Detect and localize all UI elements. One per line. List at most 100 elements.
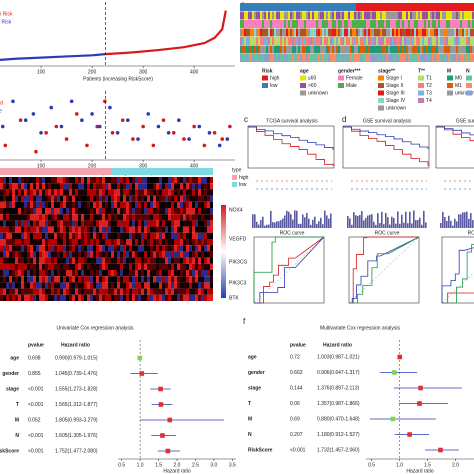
heatmap-cell	[162, 177, 165, 184]
heatmap-cell	[78, 276, 81, 283]
heatmap-cell	[129, 239, 132, 246]
heatmap-cell	[0, 214, 3, 221]
heatmap-cell	[171, 183, 174, 190]
heatmap-cell	[132, 201, 135, 208]
clinical-stripe	[324, 54, 326, 62]
heatmap-cell	[159, 214, 162, 221]
x-tick-label: 100	[37, 69, 46, 75]
clinical-stripe	[444, 37, 446, 45]
clinical-stripe	[258, 28, 260, 37]
clinical-stripe	[386, 37, 388, 45]
heatmap-cell	[12, 270, 15, 277]
hr-point	[139, 371, 145, 376]
heatmap-cell	[183, 208, 186, 215]
heatmap-cell	[192, 220, 195, 227]
heatmap-cell	[24, 189, 27, 196]
heatmap-cell	[27, 251, 30, 258]
heatmap-cell	[138, 208, 141, 215]
heatmap-cell	[207, 195, 210, 202]
heatmap-cell	[81, 263, 84, 270]
row-label: gender	[248, 370, 265, 376]
heatmap-cell	[177, 276, 180, 283]
heatmap-cell	[171, 239, 174, 246]
clinical-stripe	[294, 37, 296, 45]
column-header: pvalue	[290, 342, 306, 348]
clinical-stripe	[420, 20, 422, 28]
heatmap-cell	[153, 239, 156, 246]
heatmap-cell	[60, 189, 63, 196]
km-frame	[342, 125, 430, 169]
clinical-stripe	[374, 54, 376, 62]
legend-swatch	[262, 75, 268, 81]
heatmap-cell	[39, 239, 42, 246]
clinical-stripe	[308, 11, 310, 20]
heatmap-cell	[192, 282, 195, 289]
heatmap-cell	[132, 232, 135, 239]
heatmap-cell	[54, 282, 57, 289]
clinical-stripe	[348, 3, 350, 11]
heatmap-cell	[66, 183, 69, 190]
clinical-stripe	[318, 3, 320, 11]
heatmap-cell	[174, 208, 177, 215]
heatmap-cell	[105, 232, 108, 239]
heatmap-cell	[108, 208, 111, 215]
heatmap-cell	[78, 251, 81, 258]
clinical-stripe	[250, 11, 252, 20]
heatmap-cell	[69, 282, 72, 289]
heatmap-cell	[162, 282, 165, 289]
heatmap-cell	[183, 239, 186, 246]
x-tick-label: 100	[37, 163, 46, 169]
heatmap-cell	[48, 195, 51, 202]
heatmap-cell	[84, 282, 87, 289]
heatmap-cell	[96, 214, 99, 221]
heatmap-cell	[15, 226, 18, 233]
heatmap-cell	[153, 226, 156, 233]
column-header: Hazard ratio	[323, 342, 352, 348]
heatmap-cell	[9, 189, 12, 196]
heatmap-cell	[180, 201, 183, 208]
heatmap-cell	[78, 226, 81, 233]
clinical-stripe	[336, 3, 338, 11]
heatmap-cell	[153, 251, 156, 258]
heatmap-cell	[3, 220, 6, 227]
heatmap-cell	[18, 214, 21, 221]
heatmap-cell	[66, 220, 69, 227]
clinical-stripe	[290, 45, 292, 54]
heatmap-cell	[111, 263, 114, 270]
heatmap-cell	[171, 232, 174, 239]
heatmap-cell	[0, 282, 3, 289]
heatmap-cell	[102, 201, 105, 208]
hist-bar	[300, 223, 302, 228]
heatmap-cell	[42, 177, 45, 184]
clinical-stripe	[300, 11, 302, 20]
heatmap-cell	[63, 226, 66, 233]
heatmap-cell	[153, 245, 156, 252]
clinical-stripe	[244, 11, 246, 20]
clinical-stripe	[334, 37, 336, 45]
clinical-stripe	[354, 3, 356, 11]
heatmap-cell	[21, 189, 24, 196]
heatmap-cell	[81, 282, 84, 289]
heatmap-cell	[87, 183, 90, 190]
panel-label: c	[244, 115, 248, 124]
hr-label: 1.752(1.477-2.080)	[55, 448, 98, 454]
heatmap-cell	[75, 263, 78, 270]
clinical-stripe	[280, 45, 282, 54]
hist-bar	[470, 213, 472, 228]
clinical-stripe	[446, 11, 448, 20]
heatmap-cell	[210, 294, 213, 301]
heatmap-cell	[78, 232, 81, 239]
heatmap-cell	[123, 220, 126, 227]
heatmap-cell	[177, 208, 180, 215]
clinical-stripe	[350, 20, 352, 28]
clinical-stripe	[436, 20, 438, 28]
clinical-stripe	[410, 54, 412, 62]
clinical-stripe	[334, 45, 336, 54]
clinical-stripe	[248, 20, 250, 28]
clinical-stripe	[466, 45, 468, 54]
heatmap-cell	[108, 270, 111, 277]
clinical-stripe	[412, 45, 414, 54]
heatmap-cell	[36, 177, 39, 184]
heatmap-cell	[93, 214, 96, 221]
heatmap-cell	[81, 251, 84, 258]
